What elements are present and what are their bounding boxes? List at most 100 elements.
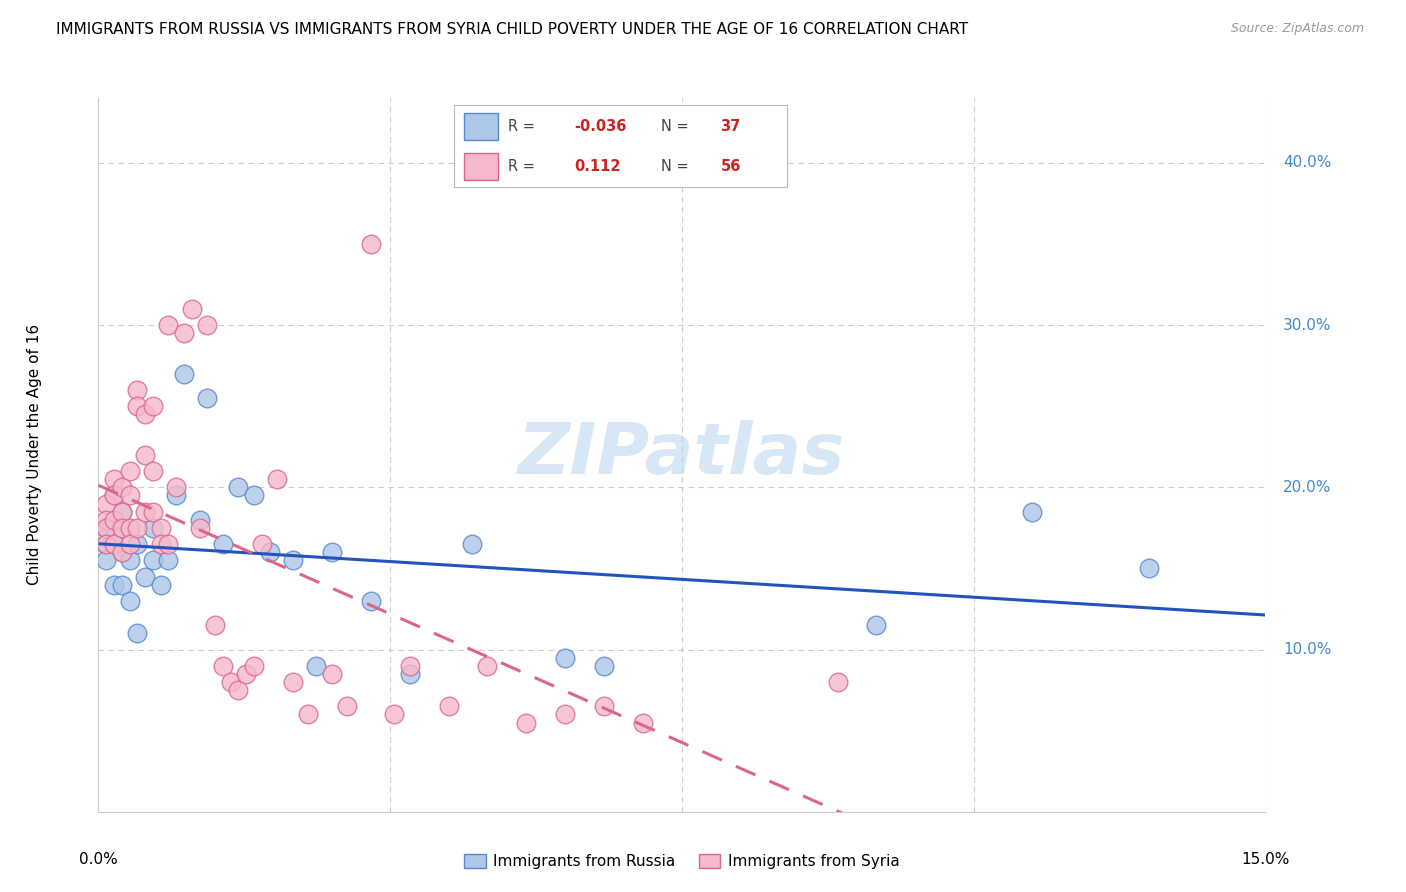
Point — [142, 505, 165, 519]
Point — [212, 537, 235, 551]
Point — [157, 553, 180, 567]
Point — [111, 480, 134, 494]
Point — [188, 513, 211, 527]
Point — [250, 537, 273, 551]
Point — [398, 666, 420, 681]
Point — [103, 513, 125, 527]
Text: ZIPatlas: ZIPatlas — [519, 420, 845, 490]
Point — [111, 505, 134, 519]
Text: 40.0%: 40.0% — [1282, 155, 1331, 170]
Point — [437, 699, 460, 714]
Point — [243, 488, 266, 502]
Legend: Immigrants from Russia, Immigrants from Syria: Immigrants from Russia, Immigrants from … — [458, 847, 905, 875]
Point — [149, 577, 172, 591]
Point — [204, 618, 226, 632]
Point — [360, 594, 382, 608]
Point — [173, 326, 195, 341]
Point — [103, 472, 125, 486]
Point — [243, 658, 266, 673]
Point — [631, 715, 654, 730]
Point — [96, 521, 118, 535]
Point — [157, 537, 180, 551]
Point — [111, 521, 134, 535]
Point — [118, 553, 141, 567]
Point — [235, 666, 257, 681]
Point — [165, 488, 187, 502]
Point — [142, 464, 165, 478]
Point — [142, 521, 165, 535]
Point — [865, 618, 887, 632]
Point — [188, 521, 211, 535]
Text: 30.0%: 30.0% — [1282, 318, 1331, 333]
Point — [142, 553, 165, 567]
Text: 15.0%: 15.0% — [1241, 852, 1289, 867]
Point — [118, 521, 141, 535]
Point — [134, 505, 156, 519]
Point — [321, 545, 343, 559]
Point — [103, 488, 125, 502]
Point — [827, 675, 849, 690]
Point — [593, 658, 616, 673]
Point — [118, 537, 141, 551]
Point — [305, 658, 328, 673]
Point — [111, 505, 134, 519]
Point — [281, 553, 304, 567]
Text: 0.0%: 0.0% — [79, 852, 118, 867]
Point — [593, 699, 616, 714]
Point — [127, 537, 149, 551]
Point — [1137, 561, 1160, 575]
Point — [134, 569, 156, 583]
Point — [461, 537, 484, 551]
Text: Source: ZipAtlas.com: Source: ZipAtlas.com — [1230, 22, 1364, 36]
Point — [228, 480, 250, 494]
Point — [195, 318, 218, 333]
Point — [118, 464, 141, 478]
Point — [96, 513, 118, 527]
Point — [180, 301, 202, 316]
Point — [360, 237, 382, 252]
Point — [103, 529, 125, 543]
Point — [111, 577, 134, 591]
Point — [336, 699, 359, 714]
Point — [127, 399, 149, 413]
Point — [259, 545, 281, 559]
Point — [134, 448, 156, 462]
Point — [118, 488, 141, 502]
Point — [554, 650, 576, 665]
Text: Child Poverty Under the Age of 16: Child Poverty Under the Age of 16 — [27, 325, 42, 585]
Point — [266, 472, 288, 486]
Point — [142, 399, 165, 413]
Point — [96, 521, 118, 535]
Point — [127, 626, 149, 640]
Point — [321, 666, 343, 681]
Point — [96, 537, 118, 551]
Point — [382, 707, 405, 722]
Text: 20.0%: 20.0% — [1282, 480, 1331, 495]
Point — [149, 537, 172, 551]
Point — [173, 367, 195, 381]
Point — [1021, 505, 1043, 519]
Point — [103, 537, 125, 551]
Point — [134, 408, 156, 422]
Point — [111, 545, 134, 559]
Point — [398, 658, 420, 673]
Point — [195, 391, 218, 405]
Point — [212, 658, 235, 673]
Point — [96, 553, 118, 567]
Point — [281, 675, 304, 690]
Point — [165, 480, 187, 494]
Point — [515, 715, 537, 730]
Point — [127, 383, 149, 397]
Point — [111, 545, 134, 559]
Text: 10.0%: 10.0% — [1282, 642, 1331, 657]
Point — [127, 521, 149, 535]
Point — [103, 488, 125, 502]
Point — [554, 707, 576, 722]
Point — [103, 577, 125, 591]
Text: IMMIGRANTS FROM RUSSIA VS IMMIGRANTS FROM SYRIA CHILD POVERTY UNDER THE AGE OF 1: IMMIGRANTS FROM RUSSIA VS IMMIGRANTS FRO… — [56, 22, 969, 37]
Point — [96, 537, 118, 551]
Point — [219, 675, 242, 690]
Point — [228, 683, 250, 698]
Point — [118, 594, 141, 608]
Point — [477, 658, 499, 673]
